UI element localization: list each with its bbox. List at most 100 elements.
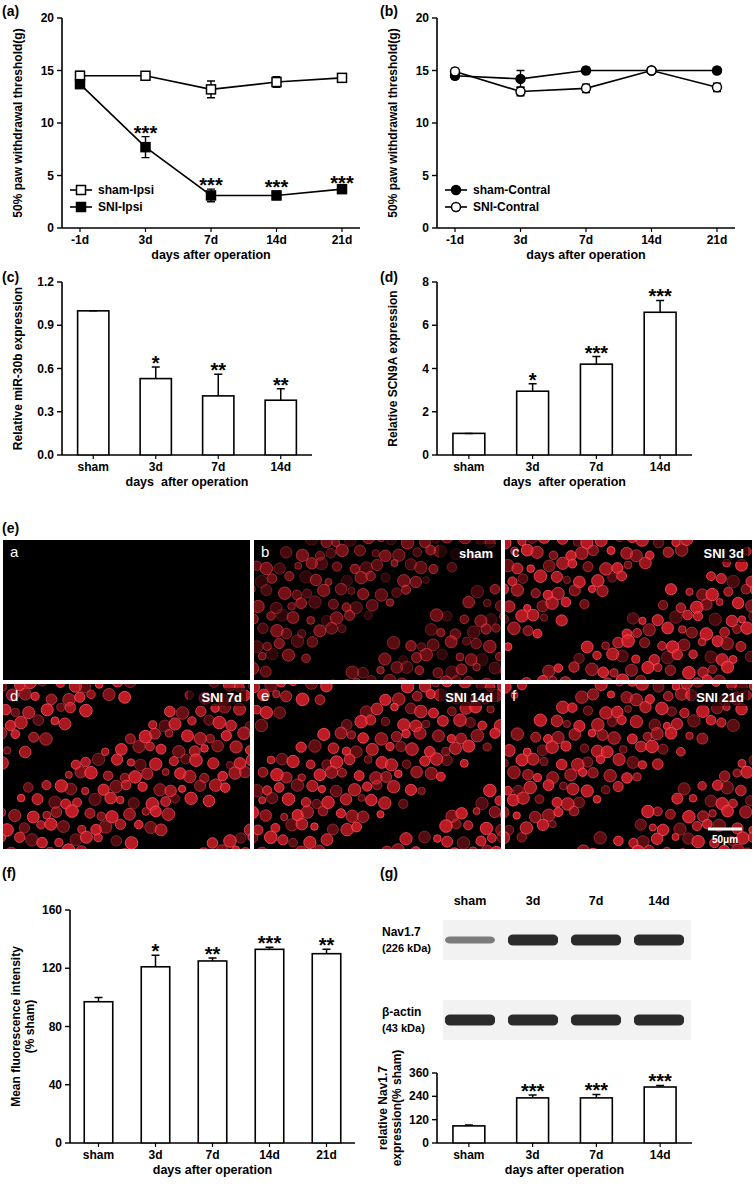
cell	[580, 599, 589, 608]
cell	[741, 622, 752, 634]
cell	[569, 662, 579, 672]
cell	[679, 626, 687, 634]
cell	[182, 730, 194, 742]
cell	[487, 705, 495, 713]
cell	[581, 785, 593, 797]
cell	[622, 773, 633, 784]
cell	[527, 609, 539, 621]
cell	[240, 848, 250, 849]
cell	[258, 652, 266, 660]
cell	[33, 715, 44, 726]
error-cap	[207, 201, 215, 202]
cell	[702, 819, 712, 829]
blot: sham3d7d14dNav1.7(226 kDa)β-actin(43 kDa…	[382, 894, 691, 1040]
cell	[561, 597, 571, 607]
cell	[65, 771, 72, 778]
image-label: SNI 14d	[445, 690, 493, 705]
x-tick	[280, 455, 281, 459]
cell	[310, 574, 321, 585]
blot-strip	[443, 1000, 691, 1040]
y-tick-label: 20	[41, 11, 55, 25]
lane-label: 7d	[589, 894, 604, 908]
x-tick	[218, 455, 219, 459]
cell	[296, 818, 308, 830]
cell	[505, 614, 509, 623]
cell	[181, 754, 191, 764]
x-tick-label: 14d	[641, 233, 662, 247]
cell	[281, 691, 292, 702]
y-tick-label: 10	[41, 116, 55, 130]
error-bar	[95, 997, 103, 1001]
bar	[580, 1098, 612, 1143]
cell	[432, 684, 439, 687]
cell	[635, 675, 646, 680]
cell	[697, 705, 709, 717]
cell	[264, 831, 277, 844]
cell	[406, 641, 417, 652]
cell	[657, 680, 669, 681]
cell	[490, 728, 500, 738]
cell	[658, 744, 668, 754]
cell	[307, 637, 318, 648]
cell	[346, 666, 359, 679]
cell	[686, 627, 697, 638]
cell	[56, 684, 65, 687]
cell	[665, 665, 675, 675]
cell	[437, 629, 445, 637]
cell	[511, 584, 523, 596]
cell	[314, 845, 324, 849]
cell	[184, 770, 196, 782]
y-tick	[432, 454, 437, 455]
cell	[736, 785, 747, 796]
cell	[260, 810, 272, 822]
cell	[194, 780, 205, 791]
error-bar	[338, 74, 346, 82]
cell	[743, 848, 752, 849]
cell	[254, 662, 259, 675]
bar	[312, 954, 341, 1143]
y-tick-label: 0.6	[37, 362, 54, 376]
cell	[273, 690, 280, 697]
cell	[581, 641, 593, 653]
cell	[708, 665, 716, 673]
cell	[338, 768, 347, 777]
cell	[254, 614, 258, 624]
x-tick-label: 14d	[650, 1148, 671, 1162]
cell	[385, 759, 397, 771]
cell	[727, 719, 739, 731]
image-panel: (e)abshamcSNI 3ddSNI 7deSNI 14dfSNI 21d5…	[0, 520, 755, 862]
panel-label: (g)	[380, 865, 398, 881]
cell	[693, 678, 702, 680]
chart-panel: (f)04080120160sham3d7d14d21ddays after o…	[2, 865, 355, 1177]
cell	[705, 651, 717, 663]
cell	[473, 663, 481, 671]
cell	[434, 835, 442, 843]
cell	[727, 575, 740, 588]
cell	[255, 719, 268, 732]
cell	[19, 688, 31, 700]
cell	[248, 833, 250, 841]
cell	[287, 612, 299, 624]
cell	[391, 559, 398, 566]
cell	[258, 767, 268, 777]
cell	[638, 761, 646, 769]
cell	[531, 732, 541, 742]
bar	[453, 1126, 485, 1143]
cell	[577, 845, 589, 849]
x-tick-label: 3d	[148, 1148, 162, 1162]
cell	[563, 720, 570, 727]
cell	[358, 794, 365, 801]
cell	[642, 805, 654, 817]
error-bar	[76, 72, 84, 80]
legend-marker	[452, 186, 461, 195]
y-tick	[432, 70, 437, 71]
x-axis-label: days after operation	[126, 475, 249, 489]
x-tick-label: -1d	[71, 233, 89, 247]
x-axis-label: days after operation	[153, 1163, 272, 1177]
cell	[425, 623, 437, 635]
x-tick	[269, 1143, 270, 1147]
cell	[311, 823, 319, 831]
cell	[19, 746, 31, 758]
cell	[543, 780, 554, 791]
cell	[456, 664, 467, 675]
